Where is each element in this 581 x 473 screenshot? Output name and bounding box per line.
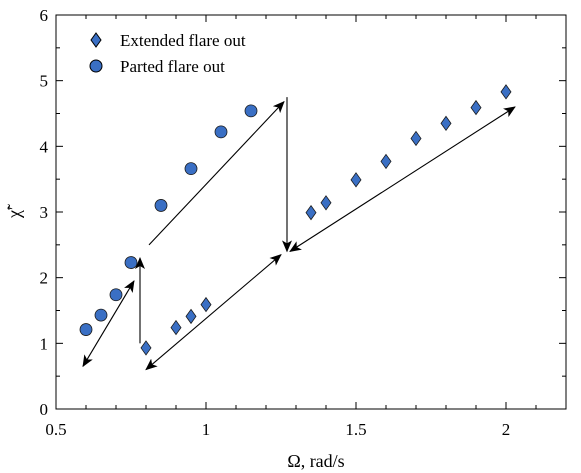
y-tick-label: 1: [40, 334, 49, 353]
x-tick-label: 1: [202, 420, 211, 439]
data-point-extended-flare-out: [500, 84, 512, 100]
x-tick-label: 0.5: [45, 420, 66, 439]
y-tick-label: 4: [40, 137, 49, 156]
data-point-parted-flare-out: [94, 308, 108, 322]
x-tick-label: 1.5: [345, 420, 366, 439]
y-axis-title: χ̃′: [4, 204, 24, 219]
annotation-arrow: [82, 280, 135, 368]
data-point-parted-flare-out: [124, 256, 138, 269]
data-point-extended-flare-out: [470, 99, 482, 116]
legend-marker-extended-flare-out: [90, 32, 102, 48]
data-point-parted-flare-out: [214, 125, 228, 139]
legend: Extended flare out Parted flare out: [89, 31, 246, 76]
data-point-extended-flare-out: [320, 195, 332, 211]
arrows-layer: [82, 97, 516, 371]
annotation-arrow: [289, 106, 516, 252]
data-point-extended-flare-out: [350, 172, 362, 188]
ticks-layer: 0.5 1 1.5 2 0 1 2 3 4 5 6: [40, 6, 566, 439]
data-point-extended-flare-out: [440, 115, 452, 132]
y-tick-label: 5: [40, 72, 49, 91]
data-point-parted-flare-out: [79, 323, 93, 336]
data-point-extended-flare-out: [185, 308, 197, 325]
data-point-parted-flare-out: [154, 199, 168, 212]
y-tick-label: 6: [40, 6, 49, 25]
data-point-extended-flare-out: [140, 340, 152, 356]
points-layer: [79, 84, 512, 356]
annotation-arrow: [145, 254, 282, 371]
data-point-extended-flare-out: [305, 204, 317, 221]
data-point-extended-flare-out: [410, 130, 422, 147]
x-tick-label: 2: [502, 420, 511, 439]
data-point-parted-flare-out: [244, 104, 258, 118]
y-tick-label: 2: [40, 269, 49, 288]
annotation-arrow: [148, 100, 285, 246]
data-point-extended-flare-out: [200, 296, 212, 313]
data-point-parted-flare-out: [184, 162, 198, 176]
x-axis-title: Ω, rad/s: [287, 451, 344, 471]
legend-label-extended-flare-out: Extended flare out: [120, 31, 246, 50]
y-tick-label: 0: [40, 400, 49, 419]
data-point-extended-flare-out: [380, 153, 392, 170]
legend-marker-parted-flare-out: [89, 59, 103, 73]
y-tick-label: 3: [40, 203, 49, 222]
legend-label-parted-flare-out: Parted flare out: [120, 57, 225, 76]
data-point-parted-flare-out: [109, 288, 123, 302]
data-point-extended-flare-out: [170, 319, 182, 336]
